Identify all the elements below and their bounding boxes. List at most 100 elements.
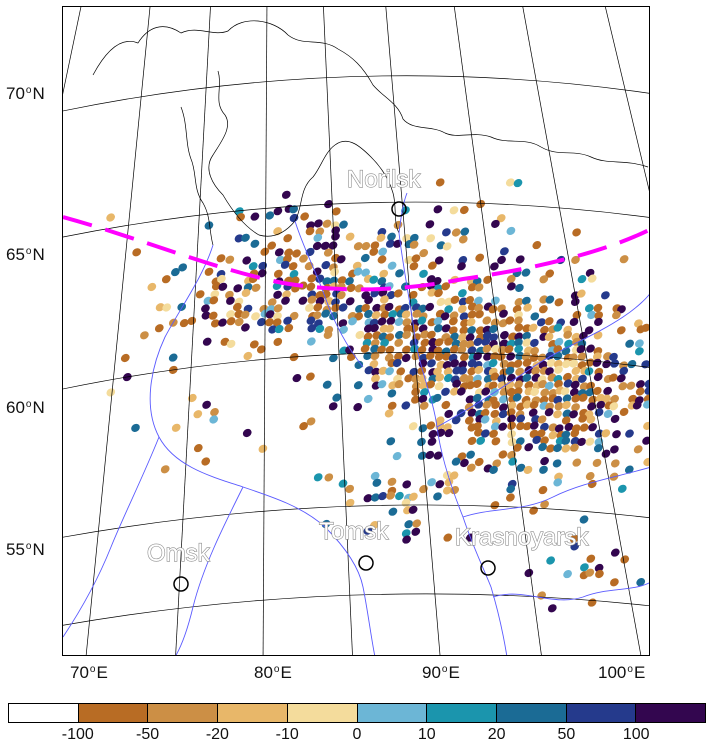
anomaly-cell	[465, 340, 475, 349]
anomaly-cell	[328, 241, 338, 250]
anomaly-cell	[401, 401, 411, 410]
anomaly-cell	[371, 367, 380, 376]
anomaly-cell	[211, 282, 221, 291]
anomaly-cell	[202, 400, 211, 409]
anomaly-cell	[378, 332, 388, 341]
anomaly-cell	[554, 337, 564, 347]
anomaly-cell	[418, 394, 428, 403]
lon-hemi: E	[96, 663, 108, 682]
lat-label-70n: 70oN	[6, 84, 45, 104]
anomaly-cell	[267, 298, 277, 307]
anomaly-cell	[435, 480, 445, 489]
anomaly-cell	[473, 337, 483, 346]
degree-mark: o	[25, 246, 32, 257]
anomaly-cell	[505, 380, 515, 390]
anomaly-cell	[306, 282, 316, 291]
anomaly-cell	[411, 254, 421, 263]
anomaly-cell	[491, 344, 500, 353]
anomaly-cell	[193, 444, 203, 453]
anomaly-cell	[449, 317, 458, 326]
anomaly-cell	[363, 351, 372, 360]
anomaly-cell	[531, 366, 540, 376]
anomaly-cell	[411, 395, 420, 404]
anomaly-cell	[363, 494, 373, 503]
anomaly-cell	[265, 318, 274, 327]
anomaly-cell	[537, 415, 547, 424]
anomaly-cell	[419, 269, 428, 278]
anomaly-cell	[489, 324, 498, 334]
anomaly-cell	[569, 359, 579, 368]
anomaly-cell	[474, 400, 484, 409]
anomaly-cell	[402, 345, 411, 354]
anomaly-cell	[571, 394, 581, 403]
anomaly-cell	[570, 443, 579, 452]
anomaly-cell	[500, 331, 509, 340]
lat-deg: 65	[6, 245, 25, 264]
anomaly-cell	[363, 394, 373, 404]
anomaly-cell	[593, 444, 603, 453]
anomaly-cell	[444, 409, 454, 418]
anomaly-cell	[371, 374, 380, 383]
colorbar-tick-label: -10	[275, 726, 299, 743]
anomaly-cell	[444, 337, 453, 346]
anomaly-cell	[507, 401, 517, 410]
anomaly-cell	[370, 471, 380, 481]
meridian-75e	[175, 7, 211, 655]
anomaly-cell	[394, 338, 404, 347]
graticule	[63, 7, 649, 655]
anomaly-cell	[377, 317, 387, 326]
anomaly-cell	[395, 269, 404, 278]
anomaly-cell	[307, 295, 317, 304]
anomaly-cell	[281, 190, 291, 199]
anomaly-cell	[449, 345, 459, 354]
anomaly-cell	[624, 465, 634, 474]
anomaly-cell	[506, 493, 515, 502]
anomaly-cell	[499, 309, 508, 318]
anomaly-cell	[393, 220, 403, 230]
anomaly-cell	[507, 450, 516, 460]
meridian-70e	[85, 7, 151, 655]
gulf-coast	[208, 70, 336, 237]
anomaly-cell	[417, 345, 427, 354]
anomaly-cell	[457, 262, 466, 271]
anomaly-cell	[546, 556, 555, 565]
anomaly-cell	[505, 178, 515, 187]
anomaly-cell	[380, 338, 389, 347]
anomaly-cell	[217, 274, 226, 284]
angara-river	[462, 467, 649, 518]
anomaly-cell	[442, 361, 452, 370]
lat-hemi: N	[32, 245, 45, 264]
anomaly-cell	[401, 353, 411, 363]
anomaly-cell	[595, 569, 604, 579]
anomaly-cell	[332, 393, 342, 402]
anomaly-cell	[306, 221, 315, 230]
anomaly-cell	[283, 316, 292, 325]
degree-mark: o	[273, 664, 280, 675]
anomaly-cell	[522, 331, 531, 340]
meridian-105e	[605, 7, 649, 192]
anomaly-cell	[292, 374, 302, 383]
anomaly-cell	[242, 256, 252, 265]
anomaly-cell	[307, 324, 317, 333]
anomaly-cell	[561, 436, 571, 445]
anomaly-cell	[419, 381, 428, 390]
anomaly-cell	[632, 401, 642, 410]
anomaly-cell	[386, 291, 396, 300]
anomaly-cell	[499, 339, 509, 348]
anomaly-cell	[452, 379, 461, 388]
anomaly-cell	[313, 303, 323, 312]
anomaly-cell	[427, 437, 437, 446]
anomaly-cell	[554, 424, 564, 433]
anomaly-cell	[361, 242, 371, 251]
anomaly-cell	[457, 345, 467, 354]
anomaly-cell	[576, 289, 586, 298]
anomaly-cell	[370, 338, 380, 348]
map-panel: Norilsk Omsk Tomsk Krasnoyarsk	[62, 6, 650, 656]
anomaly-cell	[433, 451, 443, 460]
city-marker	[173, 576, 189, 592]
anomaly-cell	[288, 262, 298, 271]
anomaly-cell	[610, 394, 619, 404]
anomaly-cell	[572, 228, 581, 237]
anomaly-cell	[490, 422, 500, 431]
anomaly-cell	[497, 381, 507, 390]
